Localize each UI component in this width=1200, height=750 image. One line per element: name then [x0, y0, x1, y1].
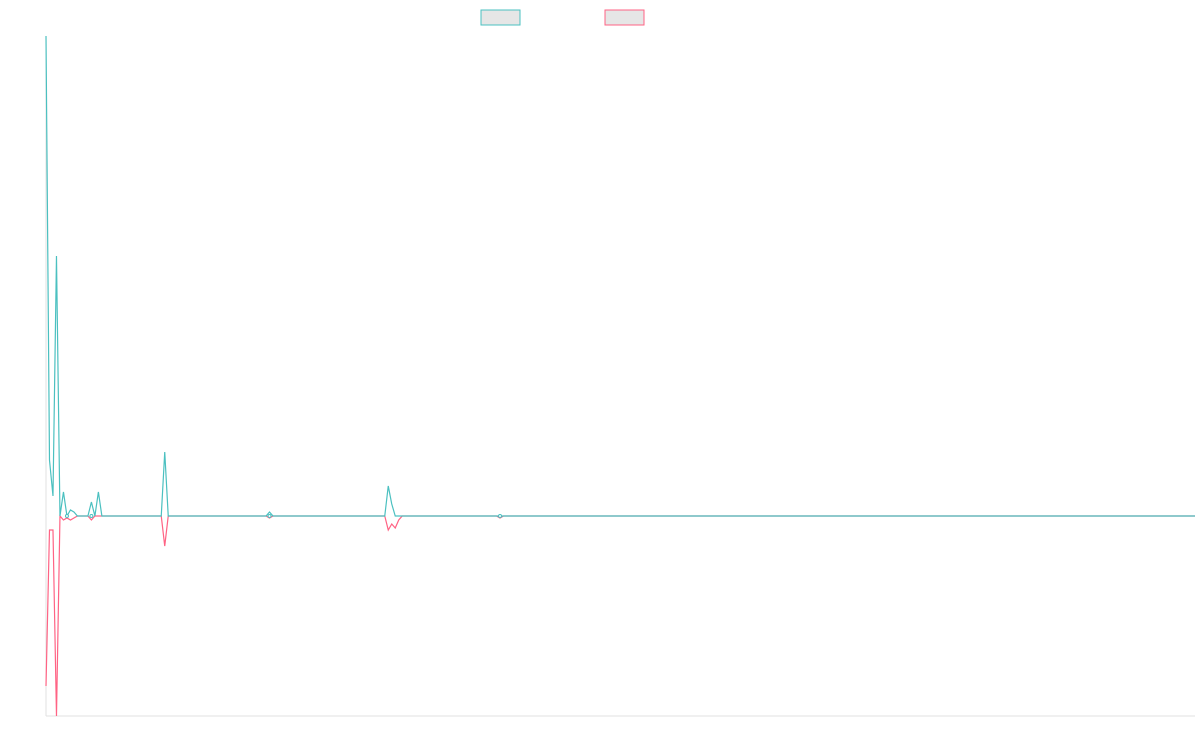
legend-swatch-positive: [480, 9, 521, 26]
data-point: [64, 514, 69, 518]
data-point: [498, 514, 503, 518]
data-point: [267, 514, 272, 518]
axes: [45, 36, 1195, 717]
data-point: [89, 514, 94, 518]
legend-swatch-negative: [604, 9, 645, 26]
legend-item-positive[interactable]: [480, 9, 521, 26]
legend-item-negative[interactable]: [604, 9, 645, 26]
series-layer: [45, 35, 1195, 717]
series-line-positive: [45, 35, 1195, 518]
series-line-negative: [45, 514, 1195, 717]
legend: [480, 9, 645, 26]
